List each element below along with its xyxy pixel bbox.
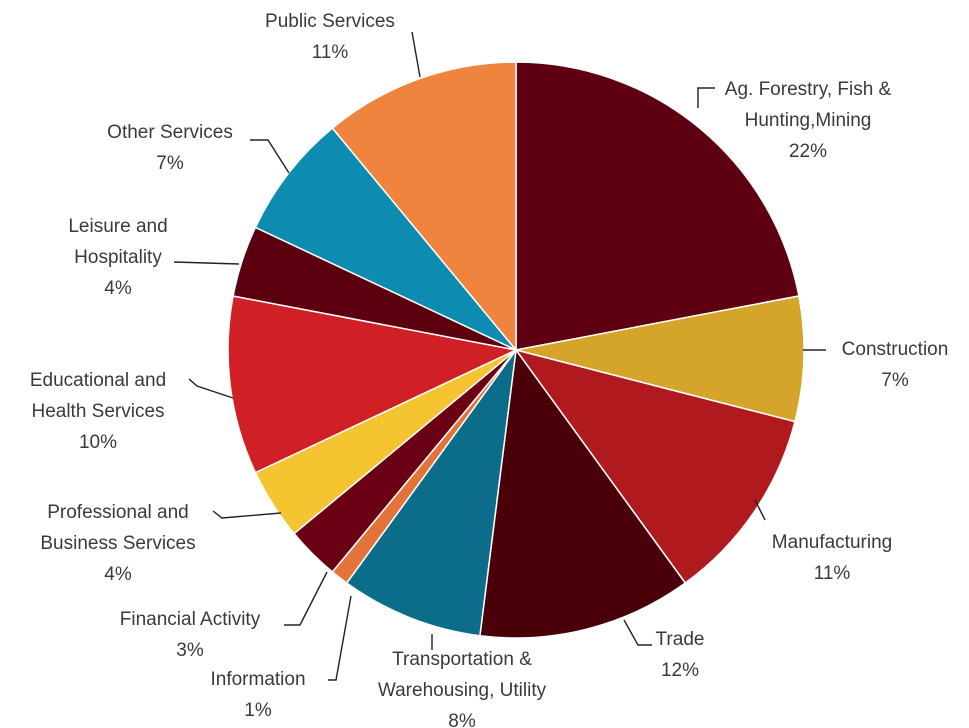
pie-slices xyxy=(227,61,805,639)
slice-name-line: Professional and xyxy=(47,502,189,523)
leader-line-trade xyxy=(623,619,652,646)
slice-name-line: Health Services xyxy=(31,401,164,422)
slice-percent-label: 12% xyxy=(661,660,699,681)
slice-label-leisure-and-hospitality: Leisure and Hospitality 4% xyxy=(68,216,167,299)
slice-label-educational-and-health-services: Educational and Health Services 10% xyxy=(30,370,166,453)
slice-percent-label: 4% xyxy=(104,564,132,585)
slice-percent-label: 4% xyxy=(104,278,132,299)
slice-name-line: Ag. Forestry, Fish & xyxy=(725,79,892,100)
slice-percent-label: 7% xyxy=(881,370,909,391)
leader-line-public-services xyxy=(411,31,421,78)
slice-name-line: Warehousing, Utility xyxy=(378,680,547,701)
slice-percent-label: 8% xyxy=(448,711,476,728)
slice-label-other-services: Other Services 7% xyxy=(107,122,233,174)
slice-name-line: Hospitality xyxy=(74,247,162,268)
pie-slice-ag-forestry-fish-and-hunting-mining xyxy=(515,61,800,351)
slice-name-line: Trade xyxy=(656,629,705,650)
pie-slice-other-services xyxy=(254,127,517,351)
slice-percent-label: 7% xyxy=(156,153,184,174)
pie-slice-trade xyxy=(479,348,687,639)
slice-percent-label: 3% xyxy=(176,640,204,661)
leader-line-information xyxy=(328,595,352,681)
leader-line-ag-forestry-fish-and-hunting-mining xyxy=(697,87,715,108)
leader-line-leisure-and-hospitality xyxy=(173,261,240,265)
slice-name-line: Financial Activity xyxy=(120,609,261,630)
leader-line-professional-and-business-services xyxy=(212,510,282,519)
slice-percent-label: 22% xyxy=(789,141,827,162)
slice-percent-label: 1% xyxy=(244,700,272,721)
slice-percent-label: 11% xyxy=(312,42,349,63)
slice-percent-label: 10% xyxy=(79,432,117,453)
slice-label-professional-and-business-services: Professional and Business Services 4% xyxy=(40,502,195,585)
slice-name-line: Hunting,Mining xyxy=(745,110,872,131)
pie-slice-public-services xyxy=(331,61,517,353)
leader-line-manufacturing xyxy=(754,499,766,521)
slice-name-line: Business Services xyxy=(40,533,195,554)
slice-name-line: Information xyxy=(210,669,305,690)
slice-name-line: Educational and xyxy=(30,370,166,391)
slice-label-information: Information 1% xyxy=(210,669,305,721)
slice-name-line: Leisure and xyxy=(68,216,167,237)
slice-name-line: Manufacturing xyxy=(772,532,892,553)
slice-name-line: Transportation & xyxy=(392,649,532,670)
slice-label-financial-activity: Financial Activity 3% xyxy=(120,609,261,661)
leader-line-other-services xyxy=(250,139,290,174)
slice-label-trade: Trade 12% xyxy=(656,629,705,681)
leader-line-educational-and-health-services xyxy=(188,378,234,399)
pie-slice-transportation-and-warehousing-utility xyxy=(345,349,517,637)
pie-slice-manufacturing xyxy=(514,348,796,585)
slice-name-line: Other Services xyxy=(107,122,233,143)
slice-label-public-services: Public Services 11% xyxy=(265,11,395,63)
slice-label-transportation-and-warehousing-utility: Transportation & Warehousing, Utility 8% xyxy=(378,649,547,728)
slice-label-ag-forestry-fish-and-hunting-mining: Ag. Forestry, Fish & Hunting,Mining 22% xyxy=(725,79,892,162)
slice-label-construction: Construction 7% xyxy=(842,339,949,391)
slice-percent-label: 11% xyxy=(814,563,851,584)
slice-labels: Ag. Forestry, Fish & Hunting,Mining 22% Con… xyxy=(30,11,948,728)
slice-label-manufacturing: Manufacturing 11% xyxy=(772,532,892,584)
leader-lines xyxy=(173,31,826,681)
slice-name-line: Public Services xyxy=(265,11,395,32)
slice-name-line: Construction xyxy=(842,339,949,360)
leader-line-financial-activity xyxy=(284,571,328,626)
pie-slice-educational-and-health-services xyxy=(227,295,519,474)
pie-slice-construction xyxy=(515,295,805,423)
